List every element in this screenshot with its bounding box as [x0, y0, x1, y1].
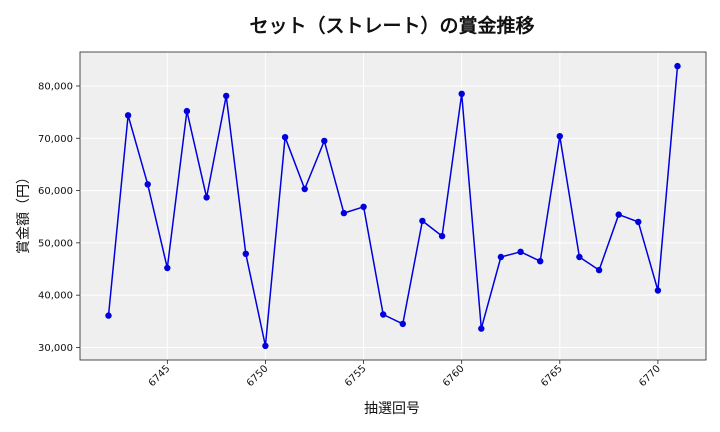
data-point — [654, 287, 662, 294]
data-point — [164, 264, 171, 272]
data-point — [517, 248, 524, 255]
data-point — [340, 209, 348, 217]
x-tick-label: 6765 — [539, 363, 565, 389]
data-point — [262, 342, 269, 350]
x-tick-label: 6755 — [343, 363, 369, 389]
data-point — [615, 211, 622, 218]
data-point — [438, 232, 446, 240]
data-point — [419, 217, 426, 225]
data-point — [635, 218, 642, 226]
y-axis-label: 賞金額（円） — [16, 170, 32, 254]
data-point — [458, 90, 465, 98]
data-point — [478, 325, 485, 332]
data-point — [360, 203, 367, 210]
data-point — [242, 250, 249, 257]
series-line — [107, 66, 679, 347]
data-point — [321, 137, 328, 145]
data-point — [203, 194, 210, 201]
data-point — [301, 185, 308, 193]
data-point — [105, 312, 112, 319]
x-tick-label: 6770 — [637, 363, 663, 389]
data-point — [223, 92, 230, 100]
data-point — [399, 320, 406, 328]
y-tick-label: 40,000 — [38, 291, 73, 302]
y-tick-label: 70,000 — [38, 134, 73, 145]
y-tick-label: 80,000 — [38, 81, 73, 92]
data-point — [497, 253, 505, 261]
data-point — [537, 258, 544, 265]
x-tick-label: 6760 — [441, 363, 467, 389]
data-point — [183, 107, 191, 115]
data-point — [380, 311, 387, 318]
data-point — [556, 133, 563, 140]
y-tick-label: 60,000 — [38, 186, 73, 197]
data-point — [576, 253, 583, 261]
plot-area — [80, 52, 706, 360]
data-point — [124, 112, 132, 119]
chart-title: セット（ストレート）の賞金推移 — [249, 14, 534, 37]
plot-frame — [79, 51, 707, 361]
x-axis-label: 抽選回号 — [364, 401, 420, 417]
data-point — [674, 62, 681, 70]
data-point — [144, 181, 151, 188]
y-tick-label: 50,000 — [38, 238, 73, 249]
y-tick-label: 30,000 — [38, 343, 73, 354]
data-point — [281, 134, 289, 141]
data-point — [595, 266, 603, 274]
x-tick-label: 6750 — [245, 363, 271, 389]
x-tick-label: 6745 — [147, 363, 173, 389]
